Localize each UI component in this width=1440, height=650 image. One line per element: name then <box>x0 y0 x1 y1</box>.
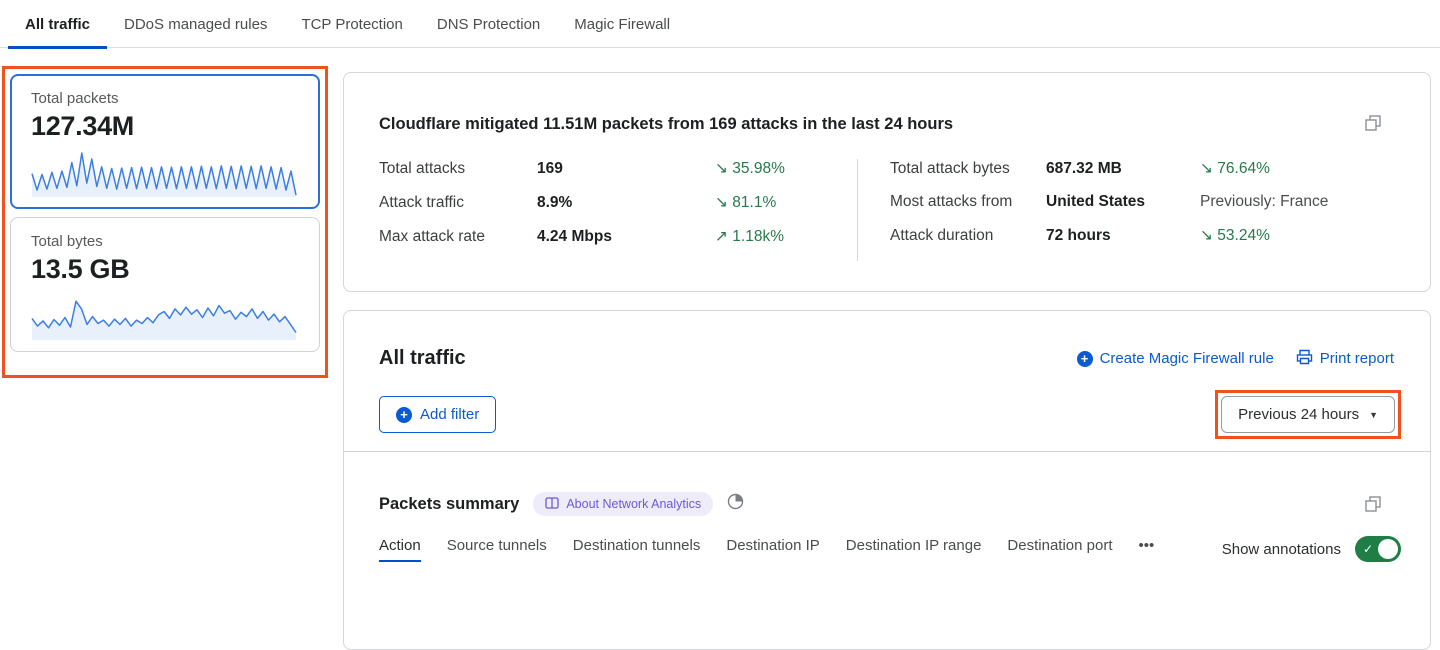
print-report-link[interactable]: Print report <box>1296 349 1394 369</box>
stat-label: Max attack rate <box>379 228 485 245</box>
summary-title: Cloudflare mitigated 11.51M packets from… <box>379 115 954 133</box>
time-pie-icon[interactable] <box>727 493 744 515</box>
stat-delta: ↘ 76.64% <box>1200 160 1270 177</box>
stat-row-total-attack-bytes: Total attack bytes 687.32 MB ↘ 76.64% <box>890 159 1430 178</box>
metric-cards-highlight: Total packets 127.34M Total bytes 13.5 G… <box>2 66 328 378</box>
badge-label: About Network Analytics <box>566 497 702 511</box>
summary-stats: Total attacks 169 ↘ 35.98% Attack traffi… <box>344 134 1430 261</box>
stat-value: 8.9% <box>537 194 573 211</box>
time-range-highlight: Previous 24 hours ▼ <box>1215 390 1401 439</box>
total-bytes-value: 13.5 GB <box>31 254 130 284</box>
stat-row-attack-duration: Attack duration 72 hours ↘ 53.24% <box>890 226 1430 245</box>
plus-circle-icon: + <box>396 406 412 423</box>
mitigation-summary-card: Cloudflare mitigated 11.51M packets from… <box>343 72 1431 292</box>
tab-label: Magic Firewall <box>574 15 671 33</box>
subtab-source-tunnels[interactable]: Source tunnels <box>446 536 547 554</box>
stat-delta: ↗ 1.18k% <box>715 228 784 245</box>
book-icon <box>545 496 559 512</box>
total-packets-value: 127.34M <box>31 111 134 141</box>
create-rule-label: Create Magic Firewall rule <box>1099 350 1274 367</box>
subtab-destination-tunnels[interactable]: Destination tunnels <box>572 536 701 554</box>
print-report-label: Print report <box>1319 350 1394 367</box>
stat-previous-value: Previously: France <box>1200 193 1329 210</box>
stat-value: 72 hours <box>1046 227 1111 244</box>
stat-delta: ↘ 35.98% <box>715 160 785 177</box>
stat-delta: ↘ 81.1% <box>715 194 777 211</box>
tab-label: TCP Protection <box>301 15 403 33</box>
stat-row-max-attack-rate: Max attack rate 4.24 Mbps ↗ 1.18k% <box>379 227 857 246</box>
packets-summary-tabs: Action Source tunnels Destination tunnel… <box>379 537 1154 562</box>
expand-icon[interactable] <box>1365 495 1382 513</box>
stat-delta: ↘ 53.24% <box>1200 227 1270 244</box>
plus-circle-icon: + <box>1076 350 1093 367</box>
section-divider <box>344 451 1430 452</box>
subtab-destination-port[interactable]: Destination port <box>1007 536 1113 554</box>
total-packets-card[interactable]: Total packets 127.34M <box>10 74 320 209</box>
tab-magic-firewall[interactable]: Magic Firewall <box>557 0 687 48</box>
subtab-destination-ip[interactable]: Destination IP <box>726 536 820 554</box>
expand-icon[interactable] <box>1365 115 1382 132</box>
time-range-label: Previous 24 hours <box>1238 406 1360 423</box>
show-annotations-label: Show annotations <box>1221 540 1341 558</box>
subtab-action[interactable]: Action <box>379 537 421 562</box>
stat-value: 169 <box>537 160 563 177</box>
tab-label: All traffic <box>25 15 91 33</box>
about-network-analytics-badge[interactable]: About Network Analytics <box>533 492 714 516</box>
total-bytes-sparkline <box>31 293 297 341</box>
packets-summary-title: Packets summary <box>379 494 520 513</box>
stat-label: Total attacks <box>379 160 466 177</box>
tab-dns-protection[interactable]: DNS Protection <box>420 0 557 48</box>
total-bytes-label: Total bytes <box>31 233 103 250</box>
printer-icon <box>1296 349 1313 369</box>
stat-label: Total attack bytes <box>890 160 1010 177</box>
subtab-destination-ip-range[interactable]: Destination IP range <box>845 536 982 554</box>
show-annotations-toggle[interactable]: ✓ <box>1355 536 1401 562</box>
tab-all-traffic[interactable]: All traffic <box>8 0 108 49</box>
stat-row-attack-traffic: Attack traffic 8.9% ↘ 81.1% <box>379 193 857 212</box>
time-range-dropdown[interactable]: Previous 24 hours ▼ <box>1221 396 1395 433</box>
add-filter-button[interactable]: + Add filter <box>379 396 497 433</box>
total-bytes-card[interactable]: Total bytes 13.5 GB <box>10 217 320 352</box>
protection-tabs-bar: All traffic DDoS managed rules TCP Prote… <box>0 0 1440 49</box>
stat-value: United States <box>1046 193 1146 210</box>
tab-label: DDoS managed rules <box>124 15 268 33</box>
all-traffic-card: All traffic + Create Magic Firewall rule… <box>343 310 1431 650</box>
stat-label: Most attacks from <box>890 193 1013 210</box>
stat-row-total-attacks: Total attacks 169 ↘ 35.98% <box>379 159 857 178</box>
tab-label: DNS Protection <box>436 15 541 33</box>
check-icon: ✓ <box>1363 542 1374 556</box>
stat-label: Attack duration <box>890 227 994 244</box>
stat-label: Attack traffic <box>379 194 464 211</box>
toggle-knob <box>1378 539 1398 559</box>
create-magic-firewall-rule-link[interactable]: + Create Magic Firewall rule <box>1076 350 1274 367</box>
add-filter-label: Add filter <box>420 406 480 423</box>
stat-row-most-attacks-from: Most attacks from United States Previous… <box>890 193 1430 211</box>
all-traffic-title: All traffic <box>379 347 466 369</box>
chevron-down-icon: ▼ <box>1369 409 1378 420</box>
stat-value: 4.24 Mbps <box>537 228 612 245</box>
total-packets-sparkline <box>31 150 297 198</box>
total-packets-label: Total packets <box>31 90 119 107</box>
subtab-more-icon[interactable]: ••• <box>1138 536 1155 554</box>
stat-value: 687.32 MB <box>1046 160 1122 177</box>
tab-ddos-managed-rules[interactable]: DDoS managed rules <box>107 0 284 48</box>
tab-tcp-protection[interactable]: TCP Protection <box>284 0 419 48</box>
